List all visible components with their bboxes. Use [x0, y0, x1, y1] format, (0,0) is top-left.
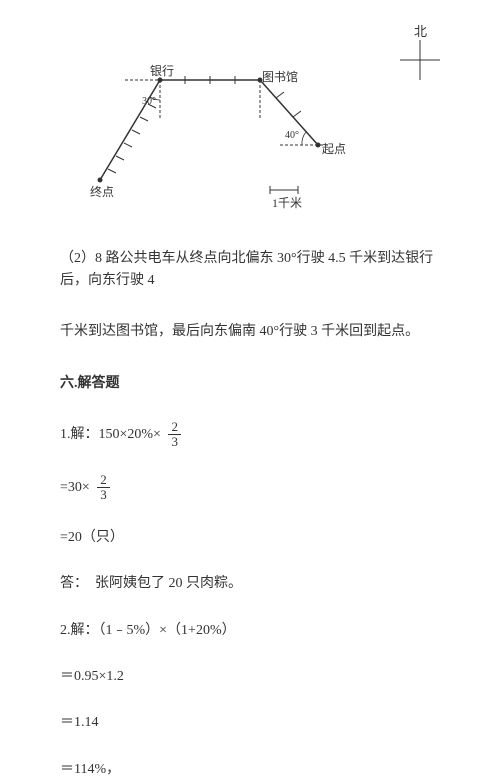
fraction-2-3: 2 3 [168, 420, 181, 450]
frac-num: 2 [168, 420, 181, 435]
q2-line4: ＝114%， [60, 759, 440, 781]
section-6-title: 六.解答题 [60, 373, 440, 395]
label-start: 起点 [322, 140, 346, 159]
q2-line1: 2.解：（1﹣5%）×（1+20%） [60, 620, 440, 642]
frac-den: 3 [168, 435, 181, 449]
label-angle1: 30° [142, 94, 156, 110]
label-angle2: 40° [285, 128, 299, 144]
compass-icon [400, 40, 440, 80]
fraction-2-3-b: 2 3 [97, 473, 110, 503]
label-bank: 银行 [150, 62, 174, 81]
q1-line1: 1.解：150×20%× 2 3 [60, 420, 440, 450]
q1-answer: 答： 张阿姨包了 20 只肉粽。 [60, 573, 440, 595]
frac-num-b: 2 [97, 473, 110, 488]
frac-den-b: 3 [97, 488, 110, 502]
q1-line3: =20（只） [60, 527, 440, 549]
route-diagram: 北 [80, 50, 380, 220]
q1-line2: =30× 2 3 [60, 473, 440, 503]
q1-line1-text: 1.解：150×20%× [60, 427, 161, 442]
q1-line2-text: =30× [60, 480, 90, 495]
label-scale: 1千米 [272, 194, 302, 213]
q2-line3: ＝1.14 [60, 712, 440, 734]
label-library: 图书馆 [262, 68, 298, 87]
problem-2-text-b: 千米到达图书馆，最后向东偏南 40°行驶 3 千米回到起点。 [60, 321, 440, 343]
label-end: 终点 [90, 183, 114, 202]
q2-line2: ＝0.95×1.2 [60, 666, 440, 688]
route-svg [80, 50, 380, 220]
problem-2-text-a: （2）8 路公共电车从终点向北偏东 30°行驶 4.5 千米到达银行后，向东行驶… [60, 248, 440, 293]
